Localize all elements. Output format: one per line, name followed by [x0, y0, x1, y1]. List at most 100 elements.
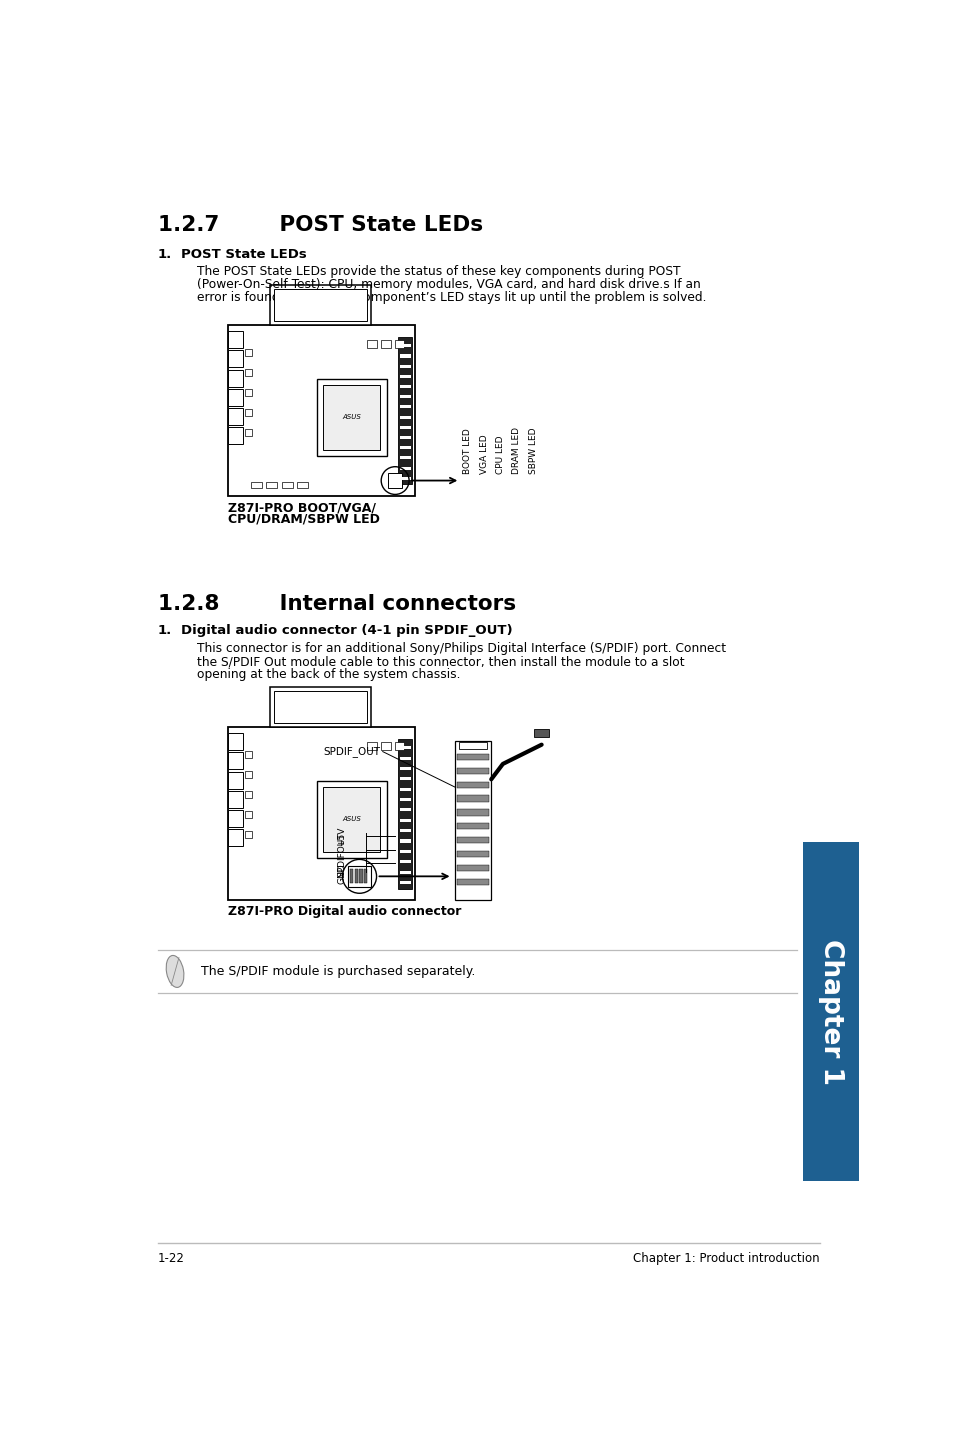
Bar: [364, 870, 367, 883]
Bar: [456, 768, 488, 774]
Bar: [399, 436, 410, 439]
Text: GND: GND: [336, 863, 346, 883]
Text: SPDIFOUT: SPDIFOUT: [336, 833, 346, 877]
Bar: [359, 870, 362, 883]
Text: ASUS: ASUS: [342, 817, 361, 823]
Bar: [245, 811, 252, 818]
Bar: [270, 285, 371, 325]
Bar: [399, 365, 410, 368]
Bar: [381, 742, 390, 751]
Bar: [399, 395, 410, 398]
Bar: [381, 341, 390, 348]
Bar: [399, 385, 410, 388]
Bar: [228, 408, 243, 426]
Text: SPDIF_OUT: SPDIF_OUT: [323, 746, 380, 756]
Bar: [399, 416, 410, 418]
Bar: [228, 388, 243, 406]
Bar: [245, 771, 252, 778]
Bar: [456, 810, 488, 815]
Bar: [323, 787, 380, 851]
Text: error is found, the critical component’s LED stays lit up until the problem is s: error is found, the critical component’s…: [196, 290, 705, 303]
Bar: [399, 778, 410, 781]
Bar: [399, 860, 410, 863]
Bar: [456, 864, 488, 871]
Text: BOOT LED: BOOT LED: [463, 429, 472, 475]
Bar: [399, 344, 410, 348]
Text: Chapter 1: Chapter 1: [817, 939, 842, 1084]
Bar: [270, 687, 371, 728]
Text: the S/PDIF Out module cable to this connector, then install the module to a slot: the S/PDIF Out module cable to this conn…: [196, 656, 683, 669]
Text: 1.: 1.: [158, 249, 172, 262]
Bar: [399, 354, 410, 358]
Bar: [282, 482, 293, 489]
Text: 1-22: 1-22: [158, 1251, 185, 1265]
Bar: [251, 482, 261, 489]
Bar: [367, 341, 376, 348]
Text: CPU LED: CPU LED: [496, 436, 504, 475]
Bar: [399, 477, 410, 480]
Bar: [399, 798, 410, 801]
Text: +5V: +5V: [336, 827, 346, 846]
Bar: [245, 349, 252, 355]
Bar: [455, 741, 491, 900]
Text: opening at the back of the system chassis.: opening at the back of the system chassi…: [196, 669, 459, 682]
Bar: [399, 406, 410, 408]
Bar: [355, 870, 357, 883]
Bar: [228, 427, 243, 444]
Bar: [399, 788, 410, 791]
Bar: [399, 830, 410, 833]
Bar: [367, 742, 376, 751]
Bar: [399, 456, 410, 459]
Bar: [534, 729, 549, 736]
Bar: [266, 482, 277, 489]
Bar: [456, 823, 488, 830]
Bar: [399, 446, 410, 449]
Bar: [323, 385, 380, 450]
Bar: [456, 837, 488, 843]
Bar: [399, 840, 410, 843]
Bar: [228, 752, 243, 769]
Text: Z87I-PRO BOOT/VGA/: Z87I-PRO BOOT/VGA/: [228, 500, 375, 513]
Text: 1.2.7        POST State LEDs: 1.2.7 POST State LEDs: [158, 214, 482, 234]
Bar: [245, 791, 252, 798]
Bar: [395, 341, 404, 348]
Ellipse shape: [166, 955, 184, 988]
Text: VGA LED: VGA LED: [479, 434, 488, 475]
Bar: [245, 408, 252, 416]
Bar: [456, 795, 488, 801]
Bar: [399, 466, 410, 470]
Bar: [399, 818, 410, 823]
Bar: [228, 733, 243, 751]
Bar: [228, 351, 243, 367]
Text: This connector is for an additional Sony/Philips Digital Interface (S/PDIF) port: This connector is for an additional Sony…: [196, 641, 725, 654]
Text: POST State LEDs: POST State LEDs: [181, 249, 307, 262]
Text: 1.: 1.: [158, 624, 172, 637]
Bar: [245, 831, 252, 838]
Text: DRAM LED: DRAM LED: [512, 427, 520, 475]
Bar: [399, 808, 410, 811]
Bar: [399, 850, 410, 853]
Bar: [388, 473, 402, 489]
Bar: [397, 336, 412, 485]
Bar: [228, 830, 243, 847]
Bar: [458, 742, 487, 749]
Bar: [228, 325, 415, 496]
Bar: [399, 746, 410, 749]
Text: CPU/DRAM/SBPW LED: CPU/DRAM/SBPW LED: [228, 512, 379, 525]
Bar: [245, 388, 252, 395]
Bar: [228, 331, 243, 348]
Bar: [399, 756, 410, 759]
Text: SBPW LED: SBPW LED: [528, 429, 537, 475]
Bar: [245, 370, 252, 375]
Bar: [348, 866, 371, 887]
Text: Z87I-PRO Digital audio connector: Z87I-PRO Digital audio connector: [228, 906, 460, 919]
Bar: [274, 289, 367, 321]
Text: The POST State LEDs provide the status of these key components during POST: The POST State LEDs provide the status o…: [196, 265, 679, 278]
Bar: [316, 781, 386, 858]
Bar: [395, 742, 404, 751]
Bar: [245, 429, 252, 436]
Bar: [228, 810, 243, 827]
Text: ASUS: ASUS: [342, 414, 361, 420]
Bar: [399, 766, 410, 769]
Bar: [228, 728, 415, 900]
